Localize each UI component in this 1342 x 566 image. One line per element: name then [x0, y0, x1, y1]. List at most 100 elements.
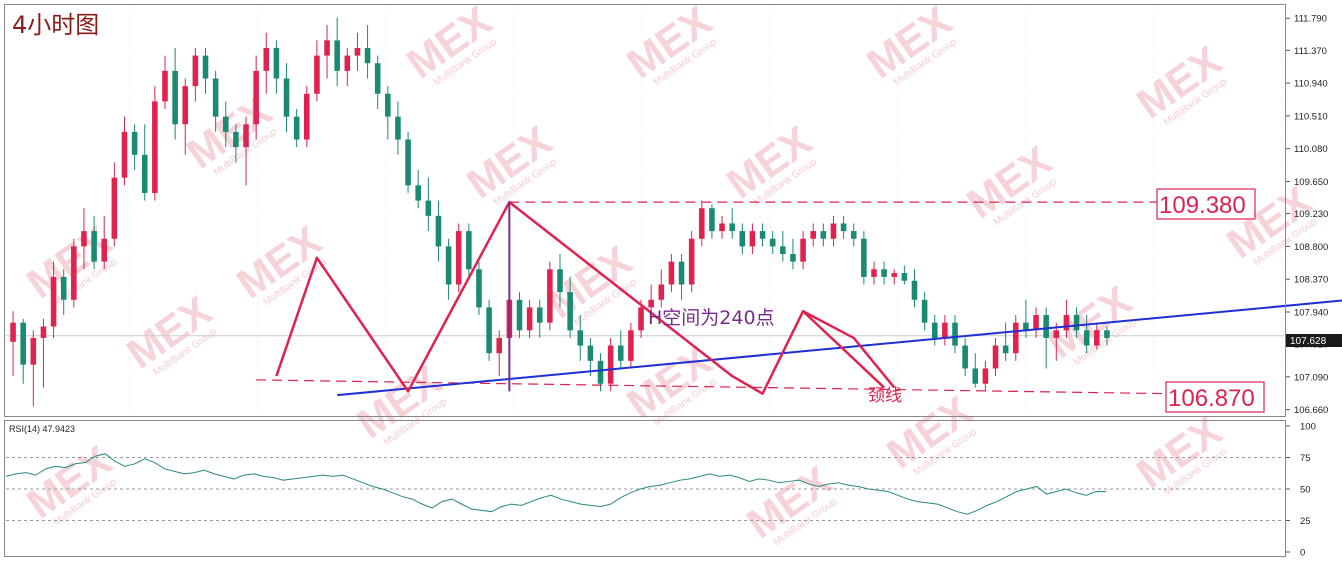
candle-body	[202, 55, 209, 79]
price-axis-label: 110.510	[1294, 111, 1328, 122]
candle-body	[1104, 330, 1110, 338]
price-axis-label: 108.370	[1294, 275, 1328, 286]
candle-body	[455, 231, 462, 285]
candle-body	[354, 47, 361, 56]
candle-body	[476, 269, 482, 308]
candle-body	[71, 246, 77, 300]
candle-body	[547, 269, 553, 323]
candle-body	[445, 246, 452, 285]
axes-layer: 111.790 111.370 110.940 110.510 110.080 109.6…	[1285, 14, 1328, 559]
candle-body	[952, 322, 958, 346]
candle-body	[668, 261, 675, 285]
candle-body	[243, 124, 249, 148]
candle-body	[749, 231, 756, 247]
candle-body	[50, 276, 57, 327]
candle-body	[678, 261, 685, 285]
price-axis-label: 107.090	[1294, 372, 1328, 383]
upper-level-label: 109.380	[1159, 192, 1246, 219]
candle-body	[293, 116, 300, 140]
price-axis-label: 109.650	[1294, 177, 1328, 188]
candle-body	[192, 55, 199, 87]
rsi-layer	[5, 453, 1284, 521]
lower-level-box	[1165, 381, 1265, 413]
rsi-axis-label: 0	[1300, 548, 1305, 559]
price-axis-label: 111.790	[1294, 14, 1327, 25]
candle-body	[881, 269, 887, 277]
candle-body	[982, 368, 989, 384]
candle-body	[820, 231, 827, 239]
candle-body	[790, 253, 796, 262]
candle-body	[30, 337, 37, 365]
candle-body	[111, 177, 118, 239]
candle-body	[891, 273, 898, 277]
candle-body	[931, 322, 938, 338]
candle-body	[921, 299, 928, 323]
candle-body	[972, 368, 979, 384]
candle-body	[901, 273, 908, 281]
candle-body	[871, 269, 877, 277]
candle-body	[759, 231, 766, 239]
neckline-line	[256, 379, 1167, 395]
candle-body	[141, 154, 148, 193]
candle-body	[212, 78, 219, 117]
candle-body	[516, 299, 523, 331]
neckline-label: 颈线	[868, 386, 902, 406]
candle-body	[840, 223, 847, 232]
candle-body	[101, 238, 108, 262]
candle-body	[962, 345, 968, 369]
candle-body	[131, 131, 138, 155]
candle-body	[739, 231, 746, 247]
candle-body	[425, 200, 432, 216]
candle-body	[1043, 315, 1049, 338]
price-axis-label: 106.660	[1294, 405, 1328, 416]
candle-body	[1063, 315, 1070, 331]
price-axis-label: 111.370	[1294, 46, 1327, 57]
overlay-layer	[256, 200, 1342, 397]
candle-body	[304, 93, 310, 140]
candle-body	[577, 330, 584, 346]
candle-body	[81, 231, 87, 247]
candle-body	[415, 185, 421, 201]
candle-body	[992, 345, 999, 369]
candle-body	[253, 70, 259, 125]
current-price-label: 107.628	[1290, 336, 1327, 347]
candle-body	[607, 345, 614, 384]
price-axis-label: 110.080	[1294, 144, 1328, 155]
candle-body	[699, 208, 705, 239]
candle-body	[435, 215, 442, 247]
candle-body	[658, 284, 665, 300]
candle-body	[1083, 330, 1090, 346]
rsi-axis-label: 75	[1300, 453, 1311, 464]
candle-body	[283, 78, 290, 117]
candle-body	[273, 47, 280, 79]
candle-body	[496, 337, 503, 354]
candle-body	[324, 40, 330, 56]
upper-level-box	[1156, 188, 1256, 220]
candle-body	[810, 231, 816, 239]
height-annotation: H空间为240点	[648, 307, 775, 329]
candle-body	[557, 269, 563, 293]
candle-body	[314, 55, 320, 94]
candle-body	[1033, 315, 1039, 331]
candle-body	[10, 322, 16, 342]
candle-body	[152, 101, 158, 193]
candle-body	[942, 322, 948, 338]
candle-body	[587, 345, 594, 361]
rsi-axis-label: 100	[1300, 422, 1316, 433]
candle-body	[861, 238, 867, 277]
candle-body	[162, 70, 168, 102]
candle-body	[911, 280, 918, 300]
candle-body	[263, 47, 270, 71]
candle-body	[1053, 330, 1060, 338]
candles-layer	[10, 17, 1110, 407]
price-panel-frame	[4, 4, 1286, 417]
rsi-axis-label: 50	[1300, 485, 1311, 496]
candle-body	[597, 360, 604, 384]
candle-body	[40, 326, 47, 338]
rsi-axis-label: 25	[1300, 516, 1311, 527]
candle-body	[536, 307, 543, 323]
candle-body	[222, 116, 229, 132]
price-axis-label: 107.940	[1294, 307, 1328, 318]
price-axis-label: 109.230	[1294, 209, 1328, 220]
